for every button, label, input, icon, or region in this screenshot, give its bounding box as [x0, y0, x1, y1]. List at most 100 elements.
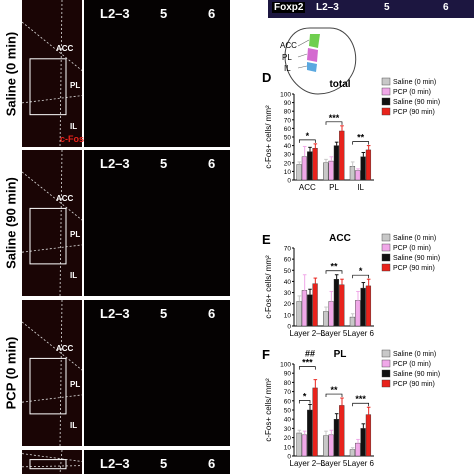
y-tick-label: 100 [280, 362, 291, 369]
region-label: ACC [56, 343, 74, 353]
x-tick-label: Layer 5 [321, 329, 348, 338]
tissue-overview-2 [22, 300, 82, 446]
significance-bracket [298, 400, 311, 404]
x-tick-label: ACC [299, 183, 316, 192]
panel-letter-e: E [262, 232, 271, 247]
chart-e-acc: ACC c-Fos+ cells/ mm² 0 10 20 30 40 50 60 70 Layer… [264, 233, 440, 338]
bar [307, 409, 313, 457]
stain-field-3 [84, 450, 230, 474]
y-tick-label: 70 [284, 246, 292, 253]
layer-label: 6 [208, 456, 216, 471]
y-tick-label: 60 [284, 126, 292, 133]
y-tick-label: 10 [284, 169, 292, 176]
significance-bracket [352, 402, 370, 407]
significance-label: *** [355, 394, 366, 404]
bar [333, 418, 340, 457]
bar [296, 164, 302, 181]
layer-label: L2–3 [100, 6, 130, 21]
schematic-label-pl: PL [282, 53, 292, 62]
legend-swatch [381, 97, 391, 106]
legend-swatch [381, 107, 391, 116]
bar [301, 290, 308, 327]
legend-label: Saline (90 min) [393, 371, 440, 378]
significance-bracket [325, 270, 343, 274]
bar [323, 311, 329, 327]
y-tick-label: 60 [284, 257, 292, 264]
y-tick-label: 70 [284, 389, 292, 396]
bar [301, 434, 308, 457]
layer-label: L2–3 [100, 306, 130, 321]
bar [355, 170, 361, 181]
y-tick-label: 40 [284, 417, 292, 424]
y-tick-label: 30 [284, 426, 292, 433]
condition-text: PCP (0 min) [3, 336, 19, 410]
layer-label: 6 [208, 306, 216, 321]
layer-label: 5 [160, 6, 168, 21]
layer-label: 5 [160, 456, 168, 471]
tissue-overview-0 [22, 0, 82, 147]
tissue-overview-1 [22, 150, 82, 296]
y-tick-label: 80 [284, 109, 292, 116]
legend-label: PCP (0 min) [393, 245, 431, 252]
foxp2-layer-3: 6 [443, 2, 449, 13]
foxp2-label: Foxp2 [272, 2, 306, 13]
legend-swatch [381, 87, 391, 96]
bar [323, 162, 329, 181]
y-tick-label: 60 [284, 398, 292, 405]
y-tick-label: 40 [284, 279, 292, 286]
panel-letter-d: D [262, 70, 272, 85]
significance-label: * [306, 131, 310, 141]
schematic-outline [284, 27, 357, 95]
bar [365, 149, 372, 181]
foxp2-strip: Foxp2 L2–3 5 6 [268, 0, 474, 18]
significance-label: ** [330, 262, 338, 272]
y-tick-label: 20 [284, 435, 292, 442]
bar [360, 156, 366, 181]
legend-label: Saline (0 min) [393, 351, 436, 358]
stain-field-2 [84, 300, 230, 446]
bar [349, 166, 356, 181]
bar [333, 145, 340, 181]
panel-letter-f: F [262, 347, 270, 362]
bar [365, 285, 372, 327]
condition-label-0: Saline (0 min) [0, 0, 22, 147]
y-tick-label: 0 [287, 324, 291, 331]
schematic-label-il: IL [284, 64, 291, 73]
layer-label: 5 [160, 156, 168, 171]
foxp2-layer-1: L2–3 [316, 2, 339, 13]
legend-swatch [381, 77, 391, 86]
schematic-il [307, 62, 317, 72]
bar [355, 442, 361, 457]
bar [360, 428, 366, 457]
legend-label: Saline (90 min) [393, 99, 440, 106]
chart-title: total [329, 79, 350, 90]
region-label: PL [70, 230, 81, 240]
layer-label: L2–3 [100, 456, 130, 471]
stain-label: c-Fos [60, 134, 85, 144]
y-tick-label: 50 [284, 268, 292, 275]
legend-swatch [381, 369, 391, 378]
bar [349, 449, 356, 457]
schematic-pl [307, 48, 318, 62]
x-tick-label: Layer 5 [321, 459, 348, 468]
region-label: ACC [56, 193, 74, 203]
significance-label: * [359, 266, 363, 276]
legend-label: PCP (90 min) [393, 381, 435, 388]
y-tick-label: 0 [287, 178, 291, 185]
y-tick-label: 30 [284, 152, 292, 159]
region-label: PL [70, 80, 81, 90]
region-label: IL [70, 421, 78, 431]
x-tick-label: Layer 6 [347, 329, 374, 338]
legend-swatch [381, 253, 391, 262]
foxp2-layer-2: 5 [384, 2, 390, 13]
significance-label: ## [305, 349, 315, 359]
legend-swatch [381, 349, 391, 358]
y-tick-label: 10 [284, 444, 292, 451]
y-axis-label: c-Fos+ cells/ mm² [264, 255, 273, 319]
bar [296, 301, 302, 327]
bar [312, 147, 318, 181]
y-tick-label: 30 [284, 290, 292, 297]
legend-label: Saline (90 min) [393, 255, 440, 262]
significance-bracket [325, 393, 343, 398]
condition-text: Saline (0 min) [3, 31, 19, 116]
